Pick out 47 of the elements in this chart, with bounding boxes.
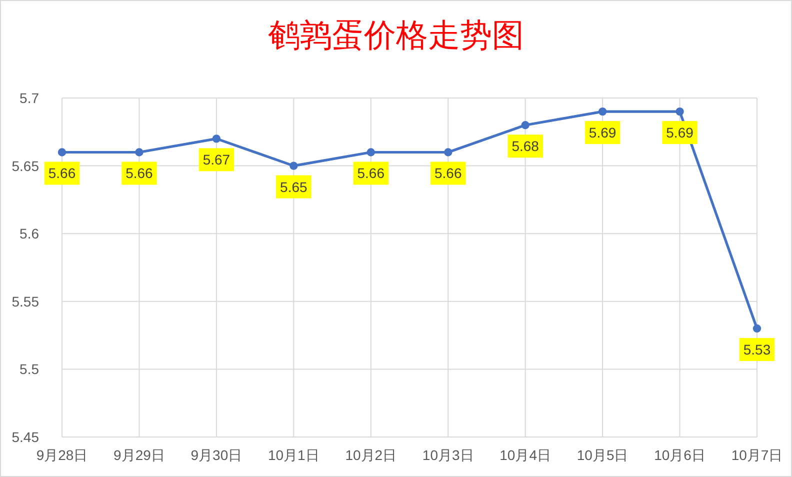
data-label: 5.65 bbox=[280, 178, 308, 195]
point bbox=[135, 148, 144, 156]
data-label: 5.65 bbox=[276, 175, 312, 198]
point bbox=[444, 148, 452, 156]
data-label: 5.67 bbox=[198, 148, 234, 172]
x-tick-label: 9月30日 bbox=[190, 447, 242, 463]
x-tick-label: 10月5日 bbox=[576, 447, 628, 463]
data-label: 5.68 bbox=[512, 138, 540, 154]
point bbox=[676, 107, 684, 116]
data-label: 5.66 bbox=[434, 165, 462, 182]
y-tick-label: 5.45 bbox=[12, 429, 40, 445]
point bbox=[58, 148, 66, 156]
x-tick-label: 10月2日 bbox=[345, 447, 397, 463]
y-tick-label: 5.55 bbox=[12, 293, 40, 310]
data-label: 5.66 bbox=[353, 162, 389, 185]
x-tick-label: 9月29日 bbox=[114, 447, 165, 463]
point bbox=[752, 324, 762, 333]
data-label: 5.66 bbox=[122, 162, 157, 185]
data-label: 5.67 bbox=[202, 152, 230, 168]
data-label: 5.69 bbox=[662, 121, 698, 144]
point bbox=[366, 148, 375, 156]
x-tick-label: 10月6日 bbox=[654, 447, 706, 463]
point bbox=[290, 162, 298, 170]
data-label: 5.53 bbox=[743, 342, 771, 358]
data-label: 5.66 bbox=[430, 162, 466, 185]
point bbox=[598, 107, 607, 116]
data-label: 5.66 bbox=[48, 165, 76, 182]
data-label: 5.66 bbox=[357, 165, 385, 182]
x-tick-label: 10月1日 bbox=[268, 447, 320, 463]
y-tick-label: 5.7 bbox=[20, 90, 40, 106]
data-label: 5.69 bbox=[666, 124, 694, 141]
data-label: 5.69 bbox=[588, 124, 616, 141]
x-tick-label: 10月7日 bbox=[731, 447, 783, 463]
y-tick-label: 5.65 bbox=[12, 158, 40, 174]
x-tick-label: 10月4日 bbox=[500, 447, 552, 463]
point bbox=[521, 121, 530, 130]
data-label: 5.69 bbox=[584, 121, 620, 144]
data-label: 5.53 bbox=[739, 338, 775, 362]
y-tick-label: 5.6 bbox=[20, 226, 40, 242]
data-label: 5.68 bbox=[508, 134, 543, 158]
data-label: 5.66 bbox=[44, 162, 80, 185]
x-tick-label: 10月3日 bbox=[422, 447, 474, 463]
y-tick-label: 5.5 bbox=[20, 361, 40, 378]
chart-title: 鹌鹑蛋价格走势图 bbox=[268, 17, 524, 53]
point bbox=[212, 134, 221, 143]
data-label: 5.66 bbox=[126, 165, 154, 182]
x-tick-label: 9月28日 bbox=[36, 447, 88, 463]
